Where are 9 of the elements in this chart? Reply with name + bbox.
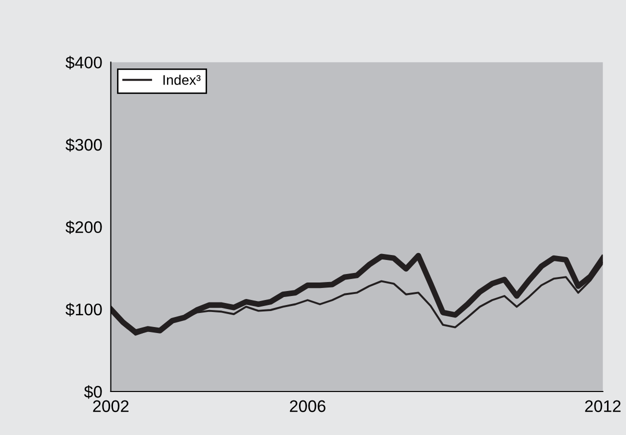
y-tick-label: $100 (66, 302, 102, 316)
y-tick-label: $300 (66, 138, 102, 152)
x-tick-label: 2006 (290, 400, 326, 412)
x-tick-label: 2012 (585, 400, 621, 412)
y-tick-label: $0 (84, 385, 102, 399)
x-tick-label: 2002 (93, 400, 129, 412)
y-tick-label: $400 (66, 56, 102, 70)
y-tick-label: $200 (66, 220, 102, 234)
legend-label: Index³ (163, 74, 201, 85)
